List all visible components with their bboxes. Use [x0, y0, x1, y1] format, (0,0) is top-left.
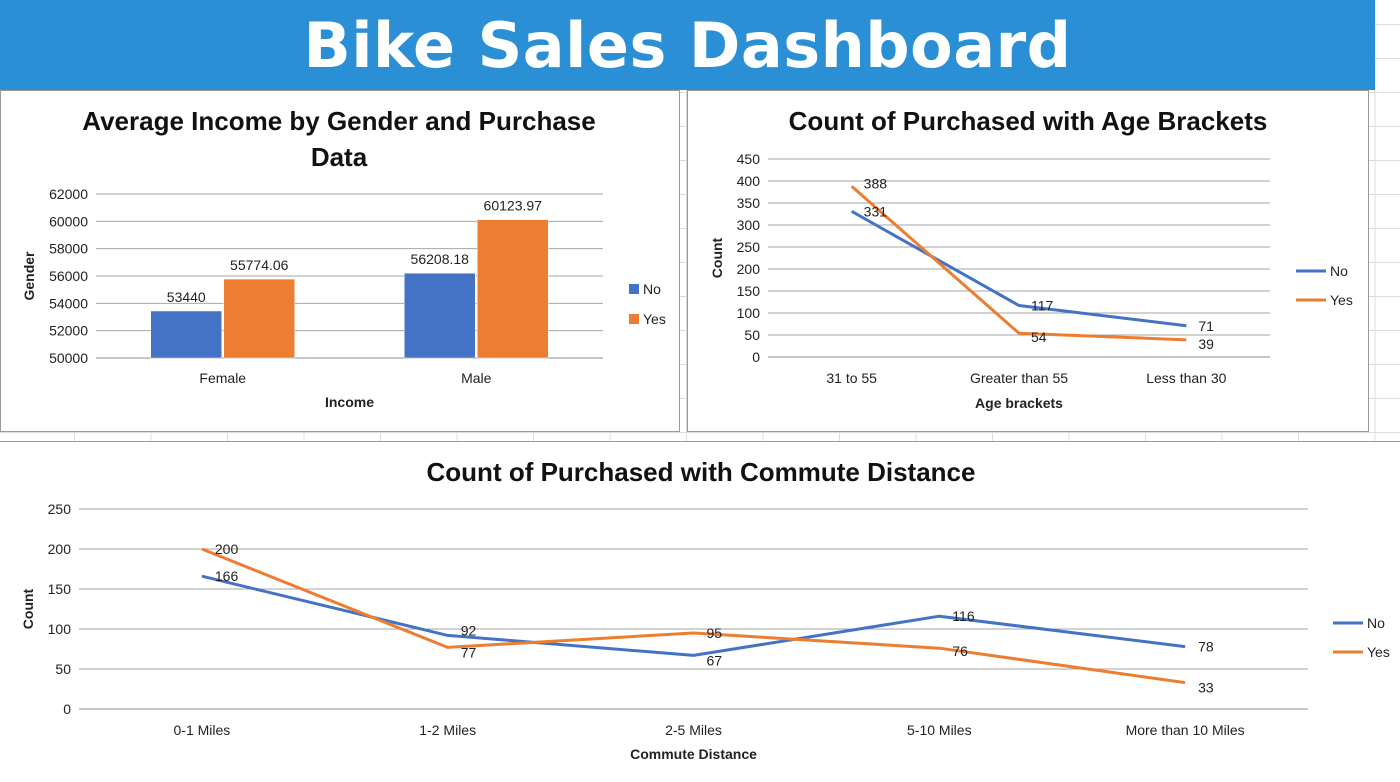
- income-bar-chart: Average Income by Gender and Purchase Dat…: [21, 106, 666, 410]
- age-chart-panel[interactable]: Count of Purchased with Age Brackets 0 50 1…: [687, 90, 1369, 432]
- y-tick-label: 300: [737, 217, 761, 233]
- y-tick-label: 100: [737, 305, 761, 321]
- legend-swatch: [629, 284, 639, 294]
- series-line: [201, 574, 1186, 657]
- chart-title: Count of Purchased with Commute Distance: [427, 457, 976, 487]
- data-label: 55774.06: [230, 257, 289, 273]
- income-chart-panel[interactable]: Average Income by Gender and Purchase Dat…: [0, 90, 680, 432]
- data-label: 166: [215, 568, 239, 584]
- data-label: 56208.18: [411, 251, 470, 267]
- series-line: [850, 185, 1187, 342]
- legend-label: Yes: [1367, 644, 1390, 660]
- data-label: 77: [461, 644, 477, 660]
- bar: [150, 310, 222, 359]
- legend-label: Yes: [643, 311, 666, 327]
- y-tick-label: 100: [48, 621, 72, 637]
- y-tick-label: 450: [737, 151, 761, 167]
- data-label: 116: [952, 608, 975, 624]
- y-tick-label: 150: [737, 283, 761, 299]
- commute-line-chart: Count of Purchased with Commute Distance…: [20, 457, 1390, 762]
- bar: [223, 278, 295, 359]
- dashboard-banner: Bike Sales Dashboard: [0, 0, 1375, 90]
- y-tick-label: 350: [737, 195, 761, 211]
- y-tick-label: 60000: [49, 213, 88, 229]
- data-label: 95: [707, 625, 723, 641]
- y-axis-label: Count: [20, 588, 36, 629]
- y-tick-label: 0: [63, 701, 71, 717]
- commute-chart-panel[interactable]: Count of Purchased with Commute Distance…: [0, 441, 1400, 781]
- y-tick-label: 54000: [49, 295, 88, 311]
- y-tick-label: 50: [55, 661, 71, 677]
- data-label: 200: [215, 541, 239, 557]
- data-label: 117: [1031, 298, 1054, 314]
- legend-label: No: [1367, 615, 1385, 631]
- dashboard-title: Bike Sales Dashboard: [303, 8, 1072, 82]
- x-tick-label: Male: [461, 370, 492, 386]
- data-label: 331: [864, 203, 888, 219]
- data-label: 60123.97: [484, 198, 543, 214]
- y-axis-label: Gender: [21, 251, 37, 301]
- data-label: 78: [1198, 639, 1214, 655]
- y-tick-label: 50: [744, 327, 760, 343]
- data-label: 388: [864, 175, 888, 191]
- x-tick-label: 31 to 55: [826, 370, 877, 386]
- x-axis-label: Income: [325, 394, 374, 410]
- age-line-chart: Count of Purchased with Age Brackets 0 50 1…: [709, 106, 1353, 411]
- y-tick-label: 200: [48, 541, 72, 557]
- data-label: 92: [461, 622, 477, 638]
- bar: [404, 272, 476, 359]
- x-axis-label: Age brackets: [975, 395, 1063, 411]
- series-line: [201, 547, 1186, 685]
- y-tick-label: 56000: [49, 268, 88, 284]
- x-tick-label: 2-5 Miles: [665, 722, 722, 738]
- x-tick-label: 0-1 Miles: [174, 722, 231, 738]
- chart-title: Count of Purchased with Age Brackets: [789, 106, 1268, 136]
- y-axis-label: Count: [709, 237, 725, 278]
- x-tick-label: Greater than 55: [970, 370, 1068, 386]
- x-tick-label: 1-2 Miles: [419, 722, 476, 738]
- data-label: 33: [1198, 680, 1214, 696]
- y-tick-label: 200: [737, 261, 761, 277]
- data-label: 76: [952, 643, 968, 659]
- chart-title: Average Income by Gender and Purchase: [82, 106, 595, 136]
- x-tick-label: Less than 30: [1146, 370, 1226, 386]
- x-axis-label: Commute Distance: [630, 746, 757, 762]
- y-tick-label: 0: [752, 349, 760, 365]
- chart-title: Data: [311, 142, 368, 172]
- legend-swatch: [629, 314, 639, 324]
- data-label: 67: [707, 652, 723, 668]
- legend-label: Yes: [1330, 292, 1353, 308]
- x-tick-label: More than 10 Miles: [1126, 722, 1245, 738]
- y-tick-label: 58000: [49, 241, 88, 257]
- x-tick-label: 5-10 Miles: [907, 722, 972, 738]
- y-tick-label: 50000: [49, 350, 88, 366]
- data-label: 71: [1198, 318, 1214, 334]
- series-line: [850, 210, 1187, 328]
- bar: [477, 219, 549, 359]
- y-tick-label: 62000: [49, 186, 88, 202]
- legend-label: No: [643, 281, 661, 297]
- y-tick-label: 52000: [49, 323, 88, 339]
- x-tick-label: Female: [199, 370, 246, 386]
- legend-label: No: [1330, 263, 1348, 279]
- data-label: 39: [1198, 336, 1214, 352]
- y-tick-label: 400: [737, 173, 761, 189]
- y-tick-label: 150: [48, 581, 72, 597]
- y-tick-label: 250: [737, 239, 761, 255]
- data-label: 54: [1031, 329, 1047, 345]
- y-tick-label: 250: [48, 501, 72, 517]
- data-label: 53440: [167, 289, 206, 305]
